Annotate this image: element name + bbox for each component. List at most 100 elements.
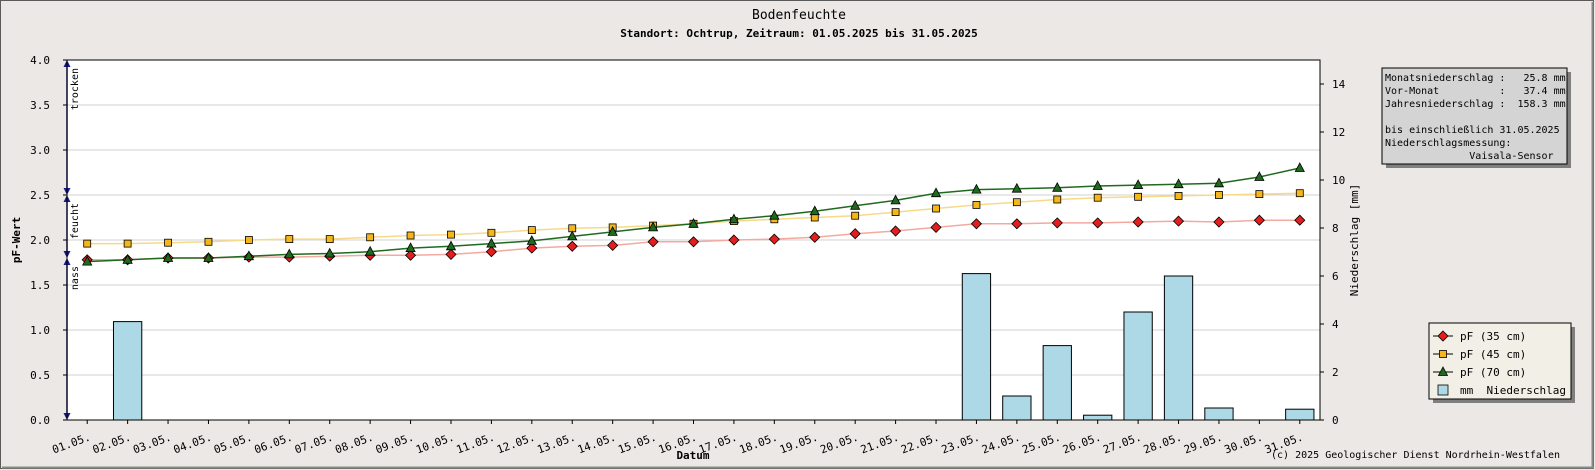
diamond-marker <box>1213 216 1225 228</box>
triangle-marker <box>1132 179 1144 190</box>
square-marker <box>487 228 496 237</box>
zone-label: feucht <box>70 203 81 239</box>
triangle-marker <box>405 242 416 253</box>
y-left-tick-label: 1.5 <box>30 279 50 292</box>
triangle-marker <box>486 237 497 248</box>
y-axis-right-label: Niederschlag [mm] <box>1348 184 1361 297</box>
square-marker <box>285 235 294 244</box>
info-box-line: Vor-Monat : 37.4 mm <box>1385 86 1566 97</box>
triangle-marker <box>1294 162 1305 172</box>
info-box-line: Jahresniederschlag : 158.3 mm <box>1385 99 1566 110</box>
square-marker <box>1012 198 1021 207</box>
triangle-marker <box>1254 171 1265 181</box>
diamond-marker <box>809 231 821 243</box>
diamond-marker <box>687 236 700 248</box>
diamond-marker <box>890 225 902 237</box>
triangle-marker <box>1052 181 1063 192</box>
info-box-frame <box>1381 67 1568 165</box>
y-right-tick-label: 14 <box>1332 78 1346 91</box>
triangle-marker <box>809 205 820 216</box>
square-marker <box>447 230 455 239</box>
triangle-marker <box>284 248 295 259</box>
triangle-marker <box>203 252 214 262</box>
square-marker <box>932 204 940 213</box>
y-right-tick-label: 8 <box>1332 222 1339 235</box>
y-left-tick-label: 2.0 <box>30 234 50 247</box>
diamond-marker <box>768 233 780 245</box>
info-box-line: bis einschließlich 31.05.2025 <box>1385 125 1560 136</box>
diamond-marker <box>647 236 659 248</box>
triangle-marker <box>1437 366 1449 376</box>
chart-title: Bodenfeuchte <box>752 8 846 23</box>
diamond-marker <box>404 249 417 261</box>
diamond-marker <box>1132 216 1144 228</box>
square-marker <box>164 238 172 247</box>
square-marker <box>1174 191 1183 200</box>
triangle-marker <box>890 194 901 205</box>
diamond-marker <box>970 218 983 230</box>
y-right-tick-label: 12 <box>1332 126 1345 139</box>
precipitation-bar <box>1002 395 1032 421</box>
square-marker <box>366 233 375 242</box>
precipitation-bar <box>1204 407 1234 421</box>
diamond-marker <box>1294 214 1306 226</box>
triangle-marker <box>1173 178 1184 189</box>
square-marker <box>244 236 253 244</box>
info-box-line: Monatsniederschlag : 25.8 mm <box>1385 73 1566 84</box>
triangle-marker <box>1213 177 1225 188</box>
precipitation-bar <box>1042 345 1072 421</box>
triangle-marker <box>567 230 578 241</box>
diamond-marker <box>566 240 578 252</box>
y-right-tick-label: 6 <box>1332 270 1339 283</box>
triangle-marker <box>971 183 982 194</box>
triangle-marker <box>728 213 740 224</box>
y-left-tick-label: 2.5 <box>30 189 50 202</box>
diamond-marker <box>607 239 619 251</box>
square-marker <box>83 239 92 248</box>
precipitation-bars <box>112 273 1315 421</box>
legend-swatch-bar <box>1437 384 1449 396</box>
diamond-marker <box>849 228 861 240</box>
zone-label: trocken <box>70 68 81 110</box>
square-marker <box>1215 191 1223 199</box>
x-axis-label: Datum <box>676 449 709 462</box>
chart-subtitle: Standort: Ochtrup, Zeitraum: 01.05.2025 … <box>620 27 978 40</box>
precipitation-bar <box>112 321 143 421</box>
legend-label: pF (45 cm) <box>1460 348 1526 361</box>
diamond-marker <box>1172 215 1185 227</box>
y-left-tick-label: 4.0 <box>30 54 50 67</box>
diamond-marker <box>485 246 497 258</box>
triangle-marker <box>607 226 618 236</box>
y-right-tick-label: 2 <box>1332 366 1339 379</box>
diamond-marker <box>1092 217 1104 229</box>
square-marker <box>851 211 860 220</box>
series-markers <box>81 162 1306 266</box>
legend-label: pF (70 cm) <box>1460 366 1526 379</box>
triangle-marker <box>122 253 133 264</box>
diamond-marker <box>526 242 538 254</box>
triangle-marker <box>364 245 376 256</box>
triangle-marker <box>647 221 659 232</box>
triangle-marker <box>445 240 457 251</box>
diamond-marker <box>445 248 457 260</box>
square-marker <box>1053 195 1062 204</box>
zone-label: nass <box>70 266 81 290</box>
diamond-marker <box>1253 214 1265 226</box>
square-marker <box>1439 350 1447 358</box>
precipitation-bar <box>1123 311 1153 421</box>
legend-label: mm Niederschlag <box>1460 384 1566 397</box>
y-left-tick-label: 3.0 <box>30 144 50 157</box>
square-marker <box>972 200 981 209</box>
square-marker <box>325 235 334 244</box>
square-marker <box>406 231 415 240</box>
y-left-tick-label: 1.0 <box>30 324 50 337</box>
y-axis-left-label: pF-Wert <box>10 217 23 263</box>
square-marker <box>123 239 132 248</box>
y-right-tick-label: 10 <box>1332 174 1345 187</box>
precipitation-bar <box>1285 408 1315 421</box>
square-marker <box>1255 190 1264 199</box>
y-left-tick-label: 3.5 <box>30 99 50 112</box>
precipitation-bar <box>1163 275 1194 421</box>
diamond-marker <box>1051 217 1063 229</box>
